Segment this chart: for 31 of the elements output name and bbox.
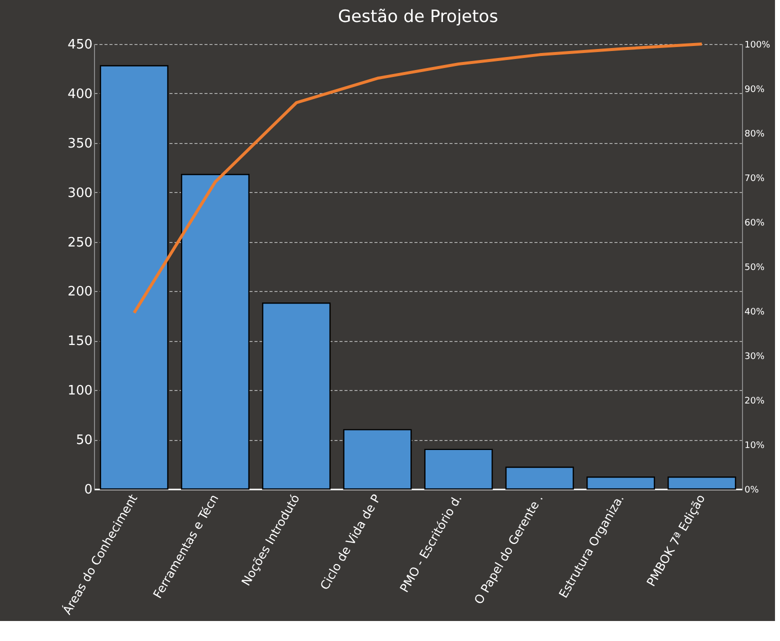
y2-tick-label: 10% — [744, 441, 765, 451]
y2-tick-label: 80% — [744, 130, 765, 140]
y-tick-label: 50 — [76, 433, 92, 448]
bar — [586, 476, 656, 490]
bar — [505, 466, 574, 490]
y2-tick-label: 60% — [744, 218, 765, 228]
y2-tick-label: 30% — [744, 352, 765, 362]
y-tick-label: 0 — [84, 482, 92, 498]
bar — [424, 448, 493, 490]
y2-tick-label: 90% — [744, 85, 765, 95]
y-tick-label: 300 — [68, 186, 92, 201]
y2-tick-label: 0% — [744, 486, 760, 496]
y2-tick-label: 70% — [744, 174, 765, 184]
y-tick-label: 250 — [68, 235, 92, 250]
y2-tick-label: 50% — [744, 263, 765, 273]
bar — [100, 65, 168, 490]
y-tick-label: 400 — [68, 86, 92, 102]
line-series — [132, 42, 704, 314]
y2-tick-label: 100% — [744, 40, 771, 50]
chart-title: Gestão de Projetos — [338, 7, 498, 27]
bar — [343, 429, 412, 490]
y2-tick-label: 40% — [744, 308, 765, 318]
y-tick-label: 200 — [68, 284, 92, 300]
y-tick-label: 150 — [68, 334, 92, 350]
y-tick-label: 450 — [68, 38, 92, 52]
y-tick-label: 100 — [68, 384, 92, 399]
y2-tick-label: 20% — [744, 396, 765, 406]
y-tick-label: 350 — [68, 136, 92, 152]
bar — [668, 476, 736, 490]
bar — [180, 174, 250, 490]
bar — [262, 302, 331, 490]
